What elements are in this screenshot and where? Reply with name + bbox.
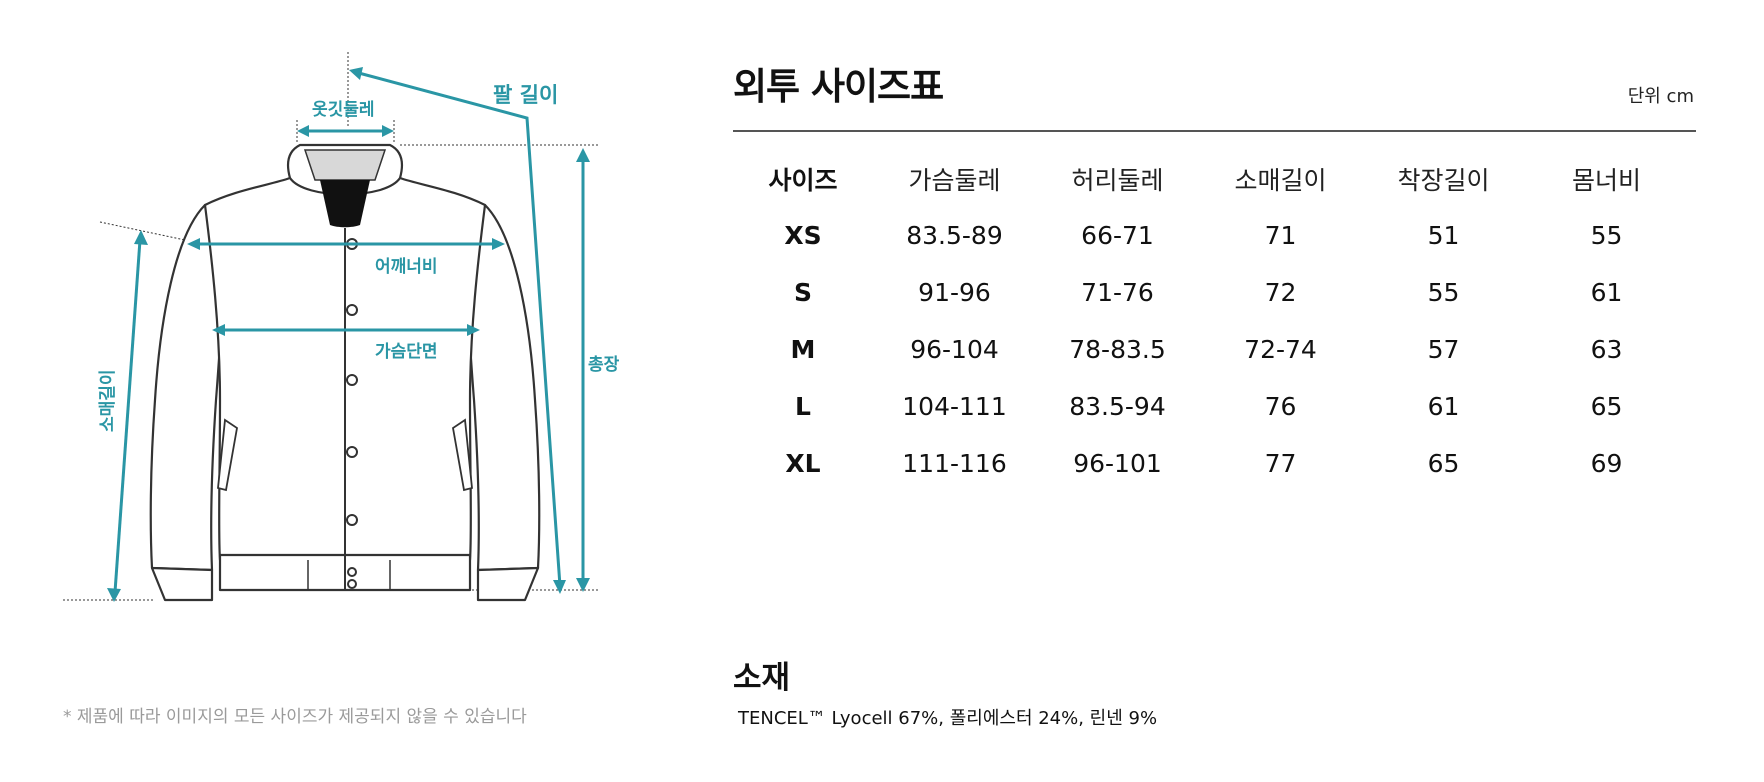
- table-cell: 51: [1427, 221, 1460, 250]
- table-cell: 104-111: [902, 392, 1007, 421]
- table-cell: 96-104: [910, 335, 999, 364]
- unit-label: 단위 cm: [1627, 86, 1694, 107]
- table-cell: 66-71: [1081, 221, 1154, 250]
- footnote: * 제품에 따라 이미지의 모든 사이즈가 제공되지 않을 수 있습니다: [63, 707, 527, 727]
- table-cell: 78-83.5: [1069, 335, 1166, 364]
- table-cell: 111-116: [902, 449, 1007, 478]
- total-length-label: 총장: [588, 355, 620, 375]
- table-row: XS 83.5-89 66-71 71 51 55: [733, 207, 1688, 264]
- table-cell: 72-74: [1244, 335, 1317, 364]
- shoulder-label: 어깨너비: [375, 257, 438, 277]
- jacket-illustration: 팔 길이 옷깃둘레 어깨너비 가슴단면 총장 소매길이: [63, 52, 620, 602]
- table-cell: 83.5-89: [906, 221, 1003, 250]
- table-cell: 55: [1427, 278, 1460, 307]
- table-row: M 96-104 78-83.5 72-74 57 63: [733, 321, 1688, 378]
- table-cell-size: S: [793, 278, 812, 307]
- page-title: 외투 사이즈표: [733, 65, 944, 108]
- arm-length-label: 팔 길이: [493, 83, 558, 107]
- table-cell: 72: [1264, 278, 1297, 307]
- table-cell: 71: [1264, 221, 1297, 250]
- header-size: 사이즈: [768, 165, 838, 195]
- table-row: XL 111-116 96-101 77 65 69: [733, 435, 1688, 492]
- table-cell: 63: [1590, 335, 1623, 364]
- table-row: L 104-111 83.5-94 76 61 65: [733, 378, 1688, 435]
- table-header-row: 사이즈 가슴둘레 허리둘레 소매길이 착장길이 몸너비: [733, 150, 1688, 207]
- table-cell: 83.5-94: [1069, 392, 1166, 421]
- header-chest: 가슴둘레: [908, 165, 1001, 195]
- collar-label: 옷깃둘레: [312, 100, 375, 120]
- jacket-size-diagram: 팔 길이 옷깃둘레 어깨너비 가슴단면 총장 소매길이: [0, 0, 720, 782]
- header-body-width: 몸너비: [1571, 165, 1641, 195]
- table-cell-size: XL: [785, 449, 821, 478]
- material-title: 소재: [733, 660, 791, 696]
- table-cell: 69: [1590, 449, 1623, 478]
- table-cell: 91-96: [918, 278, 991, 307]
- header-sleeve: 소매길이: [1234, 165, 1327, 195]
- table-cell-size: M: [790, 335, 816, 364]
- table-cell: 61: [1590, 278, 1623, 307]
- table-cell: 55: [1590, 221, 1623, 250]
- table-cell-size: L: [795, 392, 811, 421]
- table-cell: 96-101: [1073, 449, 1162, 478]
- table-cell: 65: [1427, 449, 1460, 478]
- table-cell: 57: [1427, 335, 1460, 364]
- table-row: S 91-96 71-76 72 55 61: [733, 264, 1688, 321]
- chest-label: 가슴단면: [375, 342, 438, 362]
- header-length: 착장길이: [1397, 165, 1490, 195]
- table-cell: 76: [1264, 392, 1297, 421]
- table-cell: 71-76: [1081, 278, 1154, 307]
- title-divider: [733, 130, 1696, 132]
- sleeve-label: 소매길이: [98, 369, 118, 432]
- table-cell: 77: [1264, 449, 1297, 478]
- header-waist: 허리둘레: [1071, 165, 1164, 195]
- size-table: 사이즈 가슴둘레 허리둘레 소매길이 착장길이 몸너비 XS 83.5-89 6…: [733, 150, 1688, 492]
- table-cell: 65: [1590, 392, 1623, 421]
- table-cell: 61: [1427, 392, 1460, 421]
- material-composition: TENCEL™ Lyocell 67%, 폴리에스터 24%, 린넨 9%: [738, 708, 1158, 729]
- table-cell-size: XS: [784, 221, 822, 250]
